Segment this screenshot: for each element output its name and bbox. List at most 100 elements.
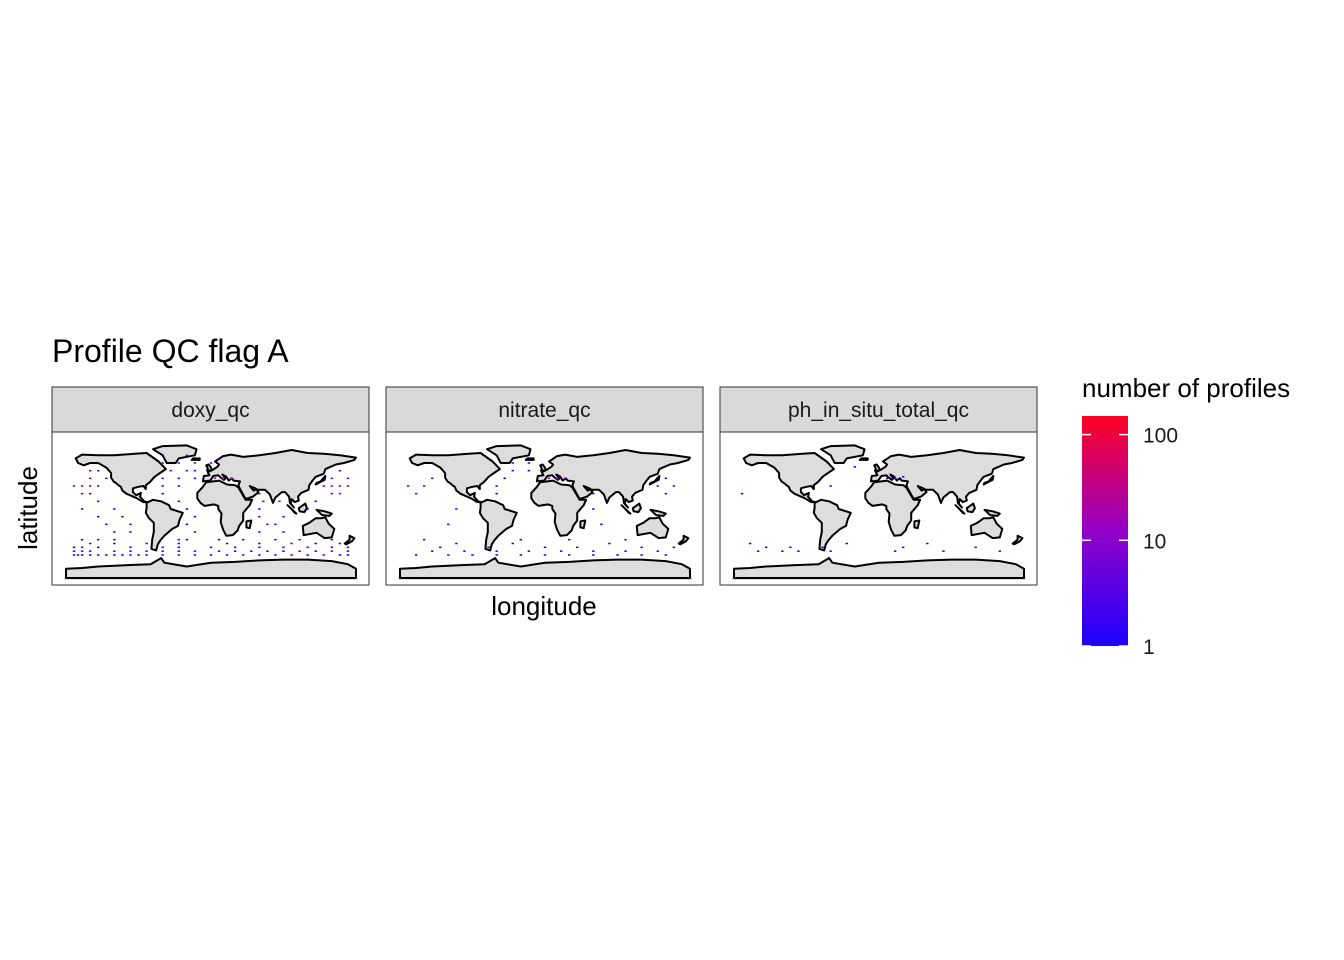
data-cell	[330, 477, 334, 480]
data-cell	[298, 538, 301, 541]
landmass-iceland	[190, 457, 201, 461]
landmass-iceland	[524, 457, 535, 461]
data-cell	[592, 554, 595, 556]
data-cell	[519, 554, 523, 556]
landmass-borneo	[297, 502, 308, 514]
data-cell	[161, 492, 164, 495]
data-cell	[664, 554, 668, 556]
facet-panel-ph: ph_in_situ_total_qc	[719, 386, 1038, 586]
data-cell	[600, 523, 603, 526]
data-cell	[88, 550, 92, 552]
data-cell	[76, 554, 80, 556]
data-cell	[495, 492, 498, 495]
data-cell	[129, 523, 132, 526]
data-cell	[225, 554, 229, 556]
data-cell	[137, 554, 140, 556]
data-cell	[242, 538, 245, 541]
data-cell	[306, 546, 309, 549]
data-cell	[266, 550, 269, 552]
data-cell	[487, 546, 490, 549]
landmass-madagascar	[913, 519, 921, 530]
data-cell	[177, 538, 180, 541]
landmass-madagascar	[579, 519, 587, 530]
data-cell	[193, 550, 197, 552]
data-cell	[821, 546, 824, 549]
data-cell	[559, 550, 563, 552]
data-cell	[511, 542, 514, 545]
data-cell	[330, 546, 334, 549]
data-cell	[543, 554, 547, 556]
data-cell	[80, 538, 84, 541]
data-cell	[105, 477, 108, 480]
landmass-australia	[301, 516, 336, 540]
data-cell	[278, 500, 281, 503]
landmass-uk	[205, 463, 213, 472]
data-cell	[527, 469, 531, 472]
landmass-eurasia	[535, 449, 691, 509]
data-cell	[664, 492, 668, 495]
landmass-eurasia	[869, 449, 1025, 509]
data-cell	[942, 550, 945, 552]
landmass-new-zealand	[1011, 534, 1024, 546]
data-cell	[258, 515, 261, 518]
data-cell	[72, 554, 76, 556]
data-cell	[97, 515, 100, 518]
data-cell	[225, 542, 229, 545]
data-cell	[330, 492, 334, 495]
data-cell	[740, 492, 744, 495]
data-cell	[845, 542, 848, 545]
data-cell	[748, 542, 752, 545]
data-cell	[88, 469, 92, 472]
data-cell	[105, 523, 108, 526]
data-cell	[471, 554, 474, 556]
data-cell	[145, 554, 148, 556]
data-cell	[185, 538, 189, 541]
legend-title: number of profiles	[1082, 373, 1290, 403]
data-cell	[519, 538, 523, 541]
data-cell	[274, 554, 277, 556]
landmass-antarctica	[733, 557, 1025, 579]
data-cell	[756, 550, 760, 552]
data-cell	[177, 477, 180, 480]
data-cell	[185, 454, 189, 457]
data-cell	[543, 546, 547, 549]
data-cell	[161, 477, 164, 480]
data-cell	[105, 554, 108, 556]
data-cell	[97, 500, 100, 503]
data-cell	[193, 477, 197, 480]
data-cell	[177, 500, 180, 503]
data-cell	[414, 492, 418, 495]
data-cell	[97, 554, 100, 556]
data-cell	[431, 477, 434, 480]
data-cell	[193, 462, 197, 464]
landmass-borneo	[965, 502, 976, 514]
landmass-iceland	[858, 457, 869, 461]
y-axis-label: latitude	[13, 466, 43, 550]
data-cell	[213, 477, 217, 480]
data-cell	[282, 531, 285, 533]
landmass-madagascar	[245, 519, 253, 530]
data-cell	[97, 538, 100, 541]
landmass-south-america	[478, 498, 518, 552]
data-cell	[974, 546, 977, 549]
data-cell	[829, 485, 832, 487]
data-cell	[217, 538, 221, 541]
data-cell	[80, 508, 84, 510]
data-cell	[290, 554, 293, 556]
data-cell	[789, 546, 792, 549]
landmass-new-guinea	[649, 508, 667, 517]
data-cell	[672, 546, 676, 549]
data-cell	[161, 485, 164, 487]
data-cell	[250, 550, 253, 552]
data-cell	[193, 515, 197, 518]
data-cell	[431, 550, 434, 552]
landmass-greenland	[820, 444, 866, 464]
landmass-uk	[873, 463, 881, 472]
landmass-eurasia	[201, 449, 357, 509]
landmass-africa	[530, 479, 588, 537]
data-cell	[592, 492, 595, 495]
data-cell	[177, 550, 180, 552]
data-cell	[88, 492, 92, 495]
data-cell	[161, 554, 164, 556]
landmass-africa	[864, 479, 922, 537]
